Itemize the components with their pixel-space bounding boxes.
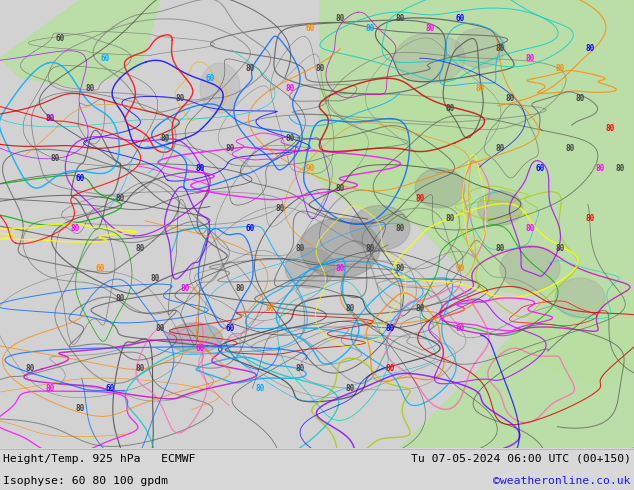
Ellipse shape xyxy=(500,245,560,291)
Text: 80: 80 xyxy=(505,94,515,102)
Text: 80: 80 xyxy=(335,14,345,23)
Polygon shape xyxy=(280,88,490,228)
Ellipse shape xyxy=(350,205,410,250)
Text: 80: 80 xyxy=(245,64,255,73)
Text: 80: 80 xyxy=(235,284,245,293)
Text: 80: 80 xyxy=(70,223,80,232)
Text: 60: 60 xyxy=(195,343,205,352)
Text: 80: 80 xyxy=(136,364,145,372)
Text: 80: 80 xyxy=(256,384,264,392)
Ellipse shape xyxy=(415,168,465,208)
Text: 80: 80 xyxy=(495,144,505,152)
Text: 80: 80 xyxy=(150,273,160,283)
Text: 80: 80 xyxy=(425,24,435,32)
Text: 60: 60 xyxy=(100,53,110,63)
Polygon shape xyxy=(0,0,160,88)
Text: 80: 80 xyxy=(176,94,184,102)
Text: 80: 80 xyxy=(396,264,404,272)
Text: 80: 80 xyxy=(285,133,295,143)
Text: 80: 80 xyxy=(115,294,125,302)
Polygon shape xyxy=(500,288,634,388)
Text: 80: 80 xyxy=(346,303,354,313)
Text: 80: 80 xyxy=(616,164,624,172)
Text: 80: 80 xyxy=(266,303,275,313)
Text: 80: 80 xyxy=(225,144,235,152)
Text: 90: 90 xyxy=(455,264,465,272)
Text: 80: 80 xyxy=(415,303,425,313)
Text: 60: 60 xyxy=(455,14,465,23)
Text: 80: 80 xyxy=(385,323,394,333)
Text: Tu 07-05-2024 06:00 UTC (00+150): Tu 07-05-2024 06:00 UTC (00+150) xyxy=(411,454,631,464)
Text: 80: 80 xyxy=(445,103,455,113)
Text: 80: 80 xyxy=(365,244,375,252)
Text: 80: 80 xyxy=(555,64,565,73)
Text: 80: 80 xyxy=(46,384,55,392)
Text: 80: 80 xyxy=(555,244,565,252)
Text: 80: 80 xyxy=(155,323,165,333)
Text: 60: 60 xyxy=(225,323,235,333)
Text: 80: 80 xyxy=(195,164,205,172)
Text: 80: 80 xyxy=(25,364,35,372)
Ellipse shape xyxy=(555,278,605,318)
Text: 80: 80 xyxy=(526,53,534,63)
Ellipse shape xyxy=(200,63,240,113)
Text: 80: 80 xyxy=(585,44,595,52)
Text: 60: 60 xyxy=(535,164,545,172)
Text: 60: 60 xyxy=(105,384,115,392)
Text: 80: 80 xyxy=(50,153,60,163)
Text: 80: 80 xyxy=(86,83,94,93)
Text: 80: 80 xyxy=(415,194,425,202)
Ellipse shape xyxy=(285,248,335,288)
Text: 80: 80 xyxy=(476,83,484,93)
Text: 80: 80 xyxy=(566,144,574,152)
Ellipse shape xyxy=(300,218,380,278)
Text: 80: 80 xyxy=(75,403,84,413)
Ellipse shape xyxy=(477,191,522,225)
Text: ©weatheronline.co.uk: ©weatheronline.co.uk xyxy=(493,476,631,486)
Text: 60: 60 xyxy=(75,173,84,182)
Text: 80: 80 xyxy=(595,164,605,172)
Text: 80: 80 xyxy=(335,264,345,272)
Text: 60: 60 xyxy=(306,24,314,32)
Text: 60: 60 xyxy=(55,33,65,43)
Text: 80: 80 xyxy=(396,223,404,232)
Ellipse shape xyxy=(167,323,223,353)
Ellipse shape xyxy=(455,28,505,68)
Ellipse shape xyxy=(395,33,465,83)
Text: 80: 80 xyxy=(346,384,354,392)
Text: 80: 80 xyxy=(115,194,125,202)
Polygon shape xyxy=(400,248,634,448)
Text: 60: 60 xyxy=(95,264,105,272)
Text: 60: 60 xyxy=(455,323,465,333)
Text: 80: 80 xyxy=(495,44,505,52)
Text: 80: 80 xyxy=(275,203,285,213)
Text: Isophyse: 60 80 100 gpdm: Isophyse: 60 80 100 gpdm xyxy=(3,476,168,486)
Text: 80: 80 xyxy=(445,214,455,222)
Text: 80: 80 xyxy=(335,183,345,193)
Text: 80: 80 xyxy=(136,244,145,252)
Text: 90: 90 xyxy=(306,164,314,172)
Text: 60: 60 xyxy=(205,74,215,82)
Text: 80: 80 xyxy=(285,83,295,93)
Text: Height/Temp. 925 hPa   ECMWF: Height/Temp. 925 hPa ECMWF xyxy=(3,454,196,464)
Text: 80: 80 xyxy=(576,94,585,102)
Text: 80: 80 xyxy=(181,284,190,293)
Text: 80: 80 xyxy=(315,64,325,73)
Text: 80: 80 xyxy=(46,114,55,122)
Text: 80: 80 xyxy=(396,14,404,23)
Text: 80: 80 xyxy=(585,214,595,222)
Text: 80: 80 xyxy=(160,133,170,143)
Text: 80: 80 xyxy=(605,123,614,132)
Text: 80: 80 xyxy=(295,364,304,372)
Text: 80: 80 xyxy=(385,364,394,372)
Text: 80: 80 xyxy=(295,244,304,252)
Text: 80: 80 xyxy=(365,24,375,32)
Text: 80: 80 xyxy=(495,244,505,252)
Text: 60: 60 xyxy=(245,223,255,232)
Text: 80: 80 xyxy=(526,223,534,232)
Polygon shape xyxy=(320,0,634,298)
